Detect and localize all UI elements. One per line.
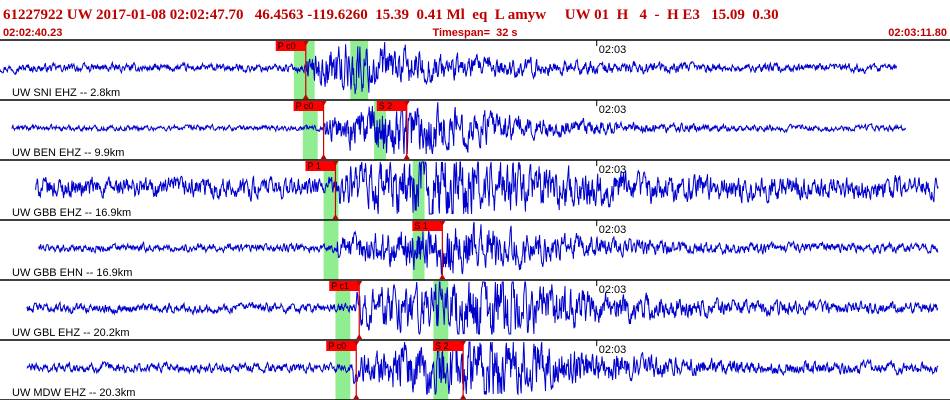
pick-label: P 1 [307,161,320,171]
pick-marker [320,154,327,159]
channel-label: UW BEN EHZ -- 9.9km [12,147,124,159]
pick-marker [332,161,339,166]
pick-box [412,221,443,231]
pick-box [433,341,464,351]
pick-label: S 2 [435,341,449,351]
pick-label: S 2 [379,101,393,111]
timespan-label: Timespan= 32 s [432,27,517,39]
channel-label: UW GBB EHZ -- 16.9km [12,207,131,219]
channel-label: UW GBB EHN -- 16.9km [12,267,132,279]
pick-marker [403,154,410,159]
pick-marker [320,101,327,106]
trace-panel: 02:03 P c1 UW GBL EHZ -- 20.2km [0,279,950,340]
trace-panel: 02:03 P c0 S 2 UW MDW EHZ -- 20.3km [0,339,950,400]
analysis-window [302,101,318,160]
pick-marker [332,214,339,219]
trace-panel: 02:03 P c0 S 2 UW BEN EHZ -- 9.9km [0,99,950,160]
trace-panel: 02:03 S 1 UW GBB EHN -- 16.9km [0,219,950,280]
waveform-trace [26,341,939,396]
pick-label: S 1 [414,221,428,231]
pick-label: P c0 [278,41,296,51]
pick-box [326,341,357,351]
pick-box [329,281,360,291]
start-time: 02:02:40.23 [3,27,62,39]
channel-label: UW GBL EHZ -- 20.2km [12,327,130,339]
trace-panel: 02:03 P c0 UW SNI EHZ -- 2.8km [0,39,950,100]
waveform-trace [26,281,939,336]
pick-label: P c1 [331,281,349,291]
waveform-trace [38,221,939,276]
pick-box [293,101,324,111]
trace-panels: 02:03 P c0 UW SNI EHZ -- 2.8km 02:03 P c0 S 2… [0,39,950,400]
pick-marker [356,334,363,339]
pick-marker [439,274,446,279]
waveform-trace [11,102,906,155]
time-tick-label: 02:03 [599,224,627,236]
analysis-window [323,161,339,220]
channel-label: UW SNI EHZ -- 2.8km [12,87,120,99]
pick-marker [302,94,309,99]
time-tick-label: 02:03 [599,164,627,176]
pick-marker [403,101,410,106]
time-tick-label: 02:03 [599,284,627,296]
pick-label: P c0 [328,341,346,351]
end-time: 02:03:11.80 [888,27,947,39]
time-tick-label: 02:03 [599,344,627,356]
pick-marker [439,221,446,226]
trace-panel: 02:03 P 1 UW GBB EHZ -- 16.9km [0,159,950,220]
pick-box [275,41,306,51]
pick-box [305,161,336,171]
analysis-window [335,341,351,400]
time-tick-label: 02:03 [599,44,627,56]
pick-marker [353,341,360,346]
event-header: 61227922 UW 2017-01-08 02:02:47.70 46.45… [3,7,779,23]
pick-marker [353,394,360,399]
waveform-trace [35,160,939,215]
waveform-trace [0,41,898,95]
pick-marker [302,41,309,46]
pick-marker [460,394,467,399]
pick-marker [460,341,467,346]
pick-box [376,101,407,111]
pick-label: P c0 [296,101,314,111]
channel-label: UW MDW EHZ -- 20.3km [12,387,135,399]
analysis-window [323,221,339,280]
time-tick-label: 02:03 [599,104,627,116]
pick-marker [356,281,363,286]
